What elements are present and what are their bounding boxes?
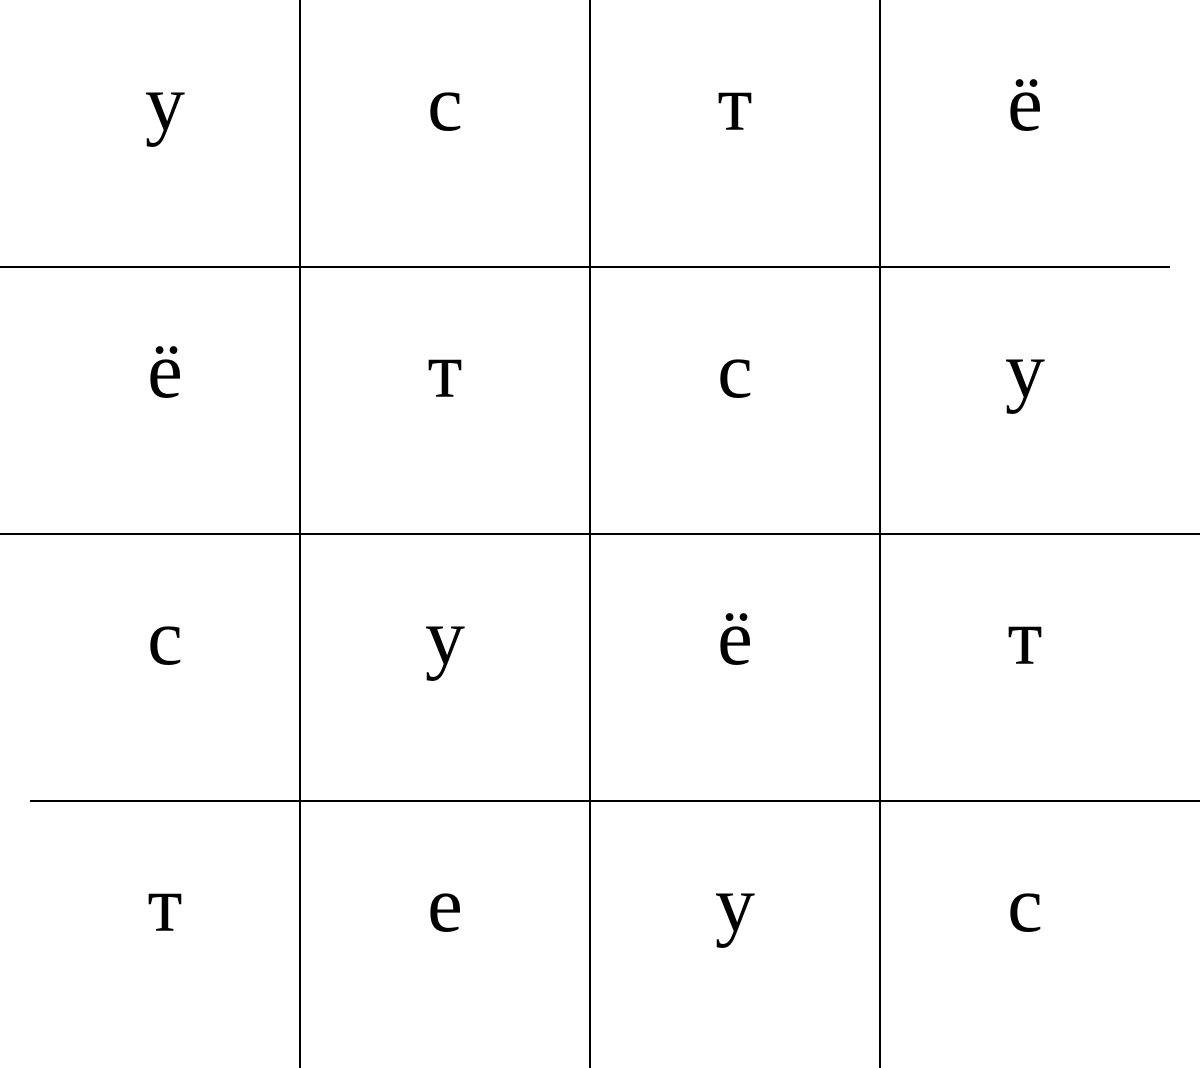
grid-cell: ё [880,0,1170,237]
grid-cell: е [300,771,590,1038]
grid-cell: с [880,771,1170,1038]
grid-cell: с [590,237,880,504]
grid-cell: ё [590,504,880,771]
grid-cell: у [30,0,300,237]
grid-cell: у [590,771,880,1038]
grid-cell: т [590,0,880,237]
grid-cell: у [300,504,590,771]
grid-cell: с [300,0,590,237]
letter-grid: устёётсусуёттеус [0,0,1200,1068]
grid-cell: ё [30,237,300,504]
grid-cell: т [30,771,300,1038]
grid-cell: у [880,237,1170,504]
grid-cell: т [300,237,590,504]
grid-cell: т [880,504,1170,771]
grid-cell: с [30,504,300,771]
